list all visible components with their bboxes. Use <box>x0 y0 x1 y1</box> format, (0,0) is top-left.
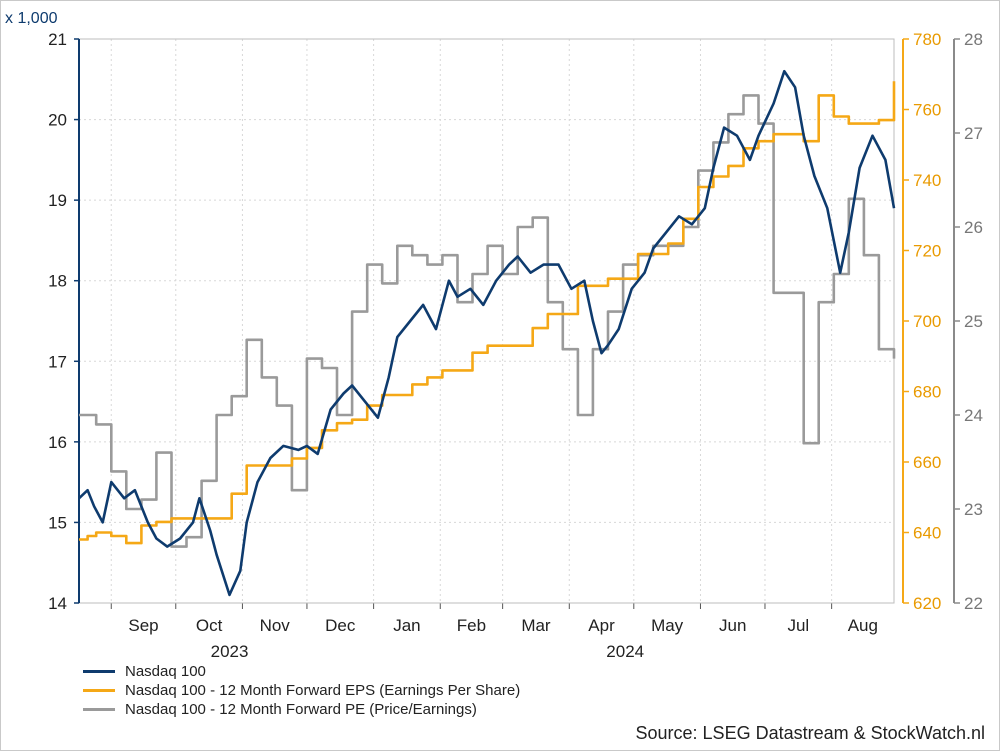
eps-axis-tick-label: 660 <box>913 453 941 472</box>
x-year-label-2024: 2024 <box>606 642 644 661</box>
left-axis-tick-label: 20 <box>48 111 67 130</box>
source-note: Source: LSEG Datastream & StockWatch.nl <box>635 723 985 743</box>
left-axis-tick-label: 17 <box>48 352 67 371</box>
x-month-label: May <box>651 616 684 635</box>
pe-axis-tick-label: 28 <box>964 30 983 49</box>
eps-axis-tick-label: 700 <box>913 312 941 331</box>
x-month-label: Jan <box>393 616 420 635</box>
pe-axis-tick-label: 26 <box>964 218 983 237</box>
x-month-label: Feb <box>457 616 486 635</box>
left-axis-tick-label: 14 <box>48 594 67 613</box>
pe-axis-tick-label: 23 <box>964 500 983 519</box>
x-month-label: Dec <box>325 616 356 635</box>
eps-axis-tick-label: 760 <box>913 101 941 120</box>
legend: Nasdaq 100 Nasdaq 100 - 12 Month Forward… <box>83 662 520 719</box>
legend-label-pe: Nasdaq 100 - 12 Month Forward PE (Price/… <box>125 701 477 718</box>
legend-label-eps: Nasdaq 100 - 12 Month Forward EPS (Earni… <box>125 682 521 699</box>
x-month-label: Jul <box>787 616 809 635</box>
x-month-label: Nov <box>260 616 291 635</box>
legend-label-nasdaq: Nasdaq 100 <box>125 663 206 680</box>
x-month-label: Aug <box>848 616 878 635</box>
eps-axis-tick-label: 680 <box>913 383 941 402</box>
pe-axis-tick-label: 27 <box>964 124 983 143</box>
series-line-pe <box>79 94 896 548</box>
legend-item-nasdaq: Nasdaq 100 <box>83 662 520 681</box>
eps-axis-tick-label: 740 <box>913 171 941 190</box>
eps-axis-tick-label: 620 <box>913 594 941 613</box>
x-month-label: Oct <box>196 616 223 635</box>
x-month-label: Sep <box>128 616 158 635</box>
x-month-label: Jun <box>719 616 746 635</box>
pe-axis-tick-label: 24 <box>964 406 983 425</box>
left-axis-tick-label: 15 <box>48 513 67 532</box>
series-line-nasdaq <box>78 69 896 597</box>
eps-axis-tick-label: 720 <box>913 242 941 261</box>
legend-swatch-pe <box>83 708 115 711</box>
x-month-label: Mar <box>521 616 551 635</box>
eps-axis-tick-label: 640 <box>913 524 941 543</box>
left-axis-tick-label: 16 <box>48 433 67 452</box>
x-year-label-2023: 2023 <box>211 642 249 661</box>
left-axis-tick-label: 21 <box>48 30 67 49</box>
pe-axis-tick-label: 22 <box>964 594 983 613</box>
legend-swatch-eps <box>83 689 115 692</box>
pe-axis-tick-label: 25 <box>964 312 983 331</box>
left-axis-tick-label: 18 <box>48 272 67 291</box>
series-line-eps <box>79 81 896 545</box>
legend-swatch-nasdaq <box>83 670 115 673</box>
x-month-label: Apr <box>588 616 615 635</box>
left-axis-tick-label: 19 <box>48 191 67 210</box>
legend-item-pe: Nasdaq 100 - 12 Month Forward PE (Price/… <box>83 700 520 719</box>
legend-item-eps: Nasdaq 100 - 12 Month Forward EPS (Earni… <box>83 681 520 700</box>
left-axis-unit-label: x 1,000 <box>5 10 58 27</box>
eps-axis-tick-label: 780 <box>913 30 941 49</box>
